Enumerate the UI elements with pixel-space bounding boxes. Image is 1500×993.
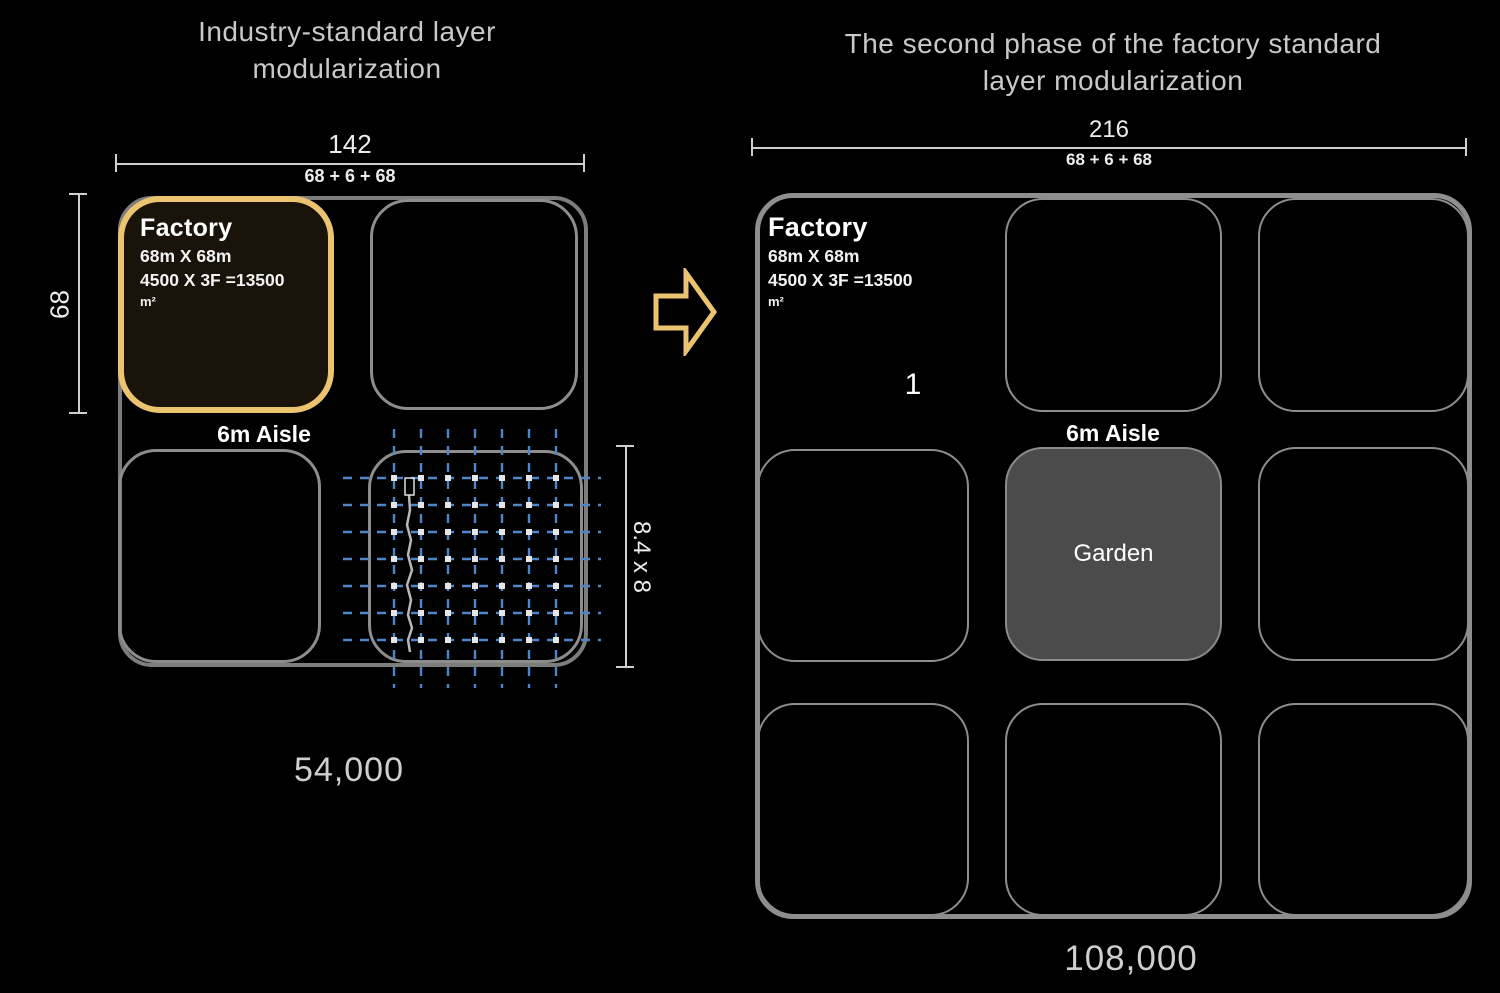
right-cell-r2c1	[757, 449, 969, 662]
left-factory-name: Factory	[140, 214, 233, 242]
right-aisle-label: 6m Aisle	[1066, 420, 1160, 446]
right-dim-width-breakdown: 68 + 6 + 68	[1065, 150, 1153, 169]
module-grid-overlay	[343, 429, 601, 688]
left-grid-dim-line	[625, 445, 627, 667]
phase-number: 1	[904, 368, 922, 401]
left-factory-cell: Factory 68m X 68m 4500 X 3F =13500 m²	[118, 196, 334, 413]
left-dim-height-line	[78, 193, 80, 413]
left-cell-top-right	[370, 199, 578, 410]
right-dim-width-value: 216	[1088, 116, 1130, 143]
left-factory-dimensions: 68m X 68m	[140, 246, 232, 266]
left-aisle-label: 6m Aisle	[217, 421, 311, 447]
left-dim-height-tick-bottom	[69, 412, 87, 414]
right-cell-r1c3	[1258, 198, 1469, 412]
garden-label: Garden	[1073, 540, 1154, 567]
arrow-right-icon	[653, 268, 718, 356]
left-dim-width-tick-end	[583, 154, 585, 172]
left-title: Industry-standard layer modularization	[107, 13, 587, 87]
right-factory-dimensions: 68m X 68m	[768, 246, 860, 266]
left-dim-width-value: 142	[328, 129, 372, 159]
right-total-area: 108,000	[1064, 939, 1198, 978]
sketch-mark	[404, 477, 415, 653]
right-cell-r3c1	[757, 703, 969, 916]
left-title-line1: Industry-standard layer	[198, 16, 496, 47]
left-grid-dim-tick-bottom	[616, 666, 634, 668]
right-cell-r2c3	[1258, 447, 1469, 661]
right-cell-r3c3	[1258, 703, 1469, 916]
right-dim-width-tick-start	[751, 138, 753, 156]
left-cell-bottom-left	[118, 449, 321, 663]
right-dim-width-tick-end	[1465, 138, 1467, 156]
left-dim-width-line	[115, 163, 585, 165]
left-dim-height-value: 68	[44, 290, 75, 319]
right-garden-cell: Garden	[1005, 447, 1222, 661]
left-dim-width-breakdown: 68 + 6 + 68	[304, 166, 396, 186]
left-grid-dim-tick-top	[616, 445, 634, 447]
right-cell-r3c2	[1005, 703, 1222, 916]
left-factory-area-unit: m²	[140, 294, 156, 309]
right-dim-width-line	[751, 147, 1467, 149]
right-factory-area-calc: 4500 X 3F =13500	[768, 270, 913, 290]
left-title-line2: modularization	[252, 53, 442, 84]
left-grid-dim-label: 8.4 x 8	[628, 520, 655, 594]
right-factory-cell: Factory 68m X 68m 4500 X 3F =13500 m²	[768, 212, 988, 309]
left-dim-width-tick-start	[115, 154, 117, 172]
left-total-area: 54,000	[294, 751, 404, 789]
left-factory-area-calc: 4500 X 3F =13500	[140, 270, 285, 290]
right-title: The second phase of the factory standard…	[763, 25, 1463, 99]
left-dim-height-tick-top	[69, 193, 87, 195]
right-title-line1: The second phase of the factory standard	[844, 28, 1382, 59]
right-factory-area-unit: m²	[768, 294, 784, 309]
right-factory-name: Factory	[768, 212, 868, 242]
right-title-line2: layer modularization	[982, 65, 1244, 96]
left-outer-container	[118, 196, 588, 667]
right-cell-r1c2	[1005, 198, 1222, 412]
